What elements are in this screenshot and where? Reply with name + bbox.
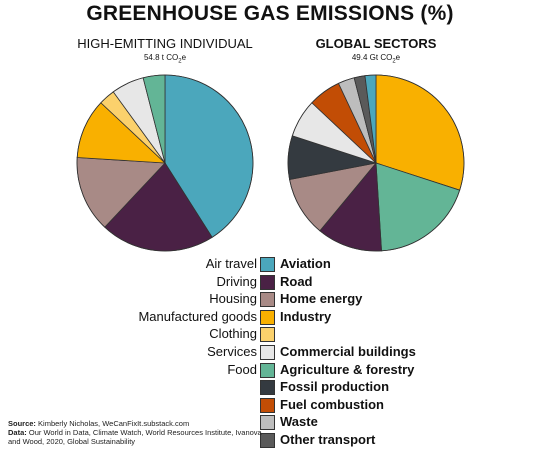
legend-swatch-fuel-combustion — [260, 397, 275, 413]
legend-left-label-driving: Driving — [216, 273, 257, 289]
legend-left-label-food: Food — [227, 361, 257, 377]
legend-left-label-housing: Housing — [209, 291, 257, 307]
legend-right-label-other-transport: Other transport — [280, 432, 376, 447]
legend-swatch-home-energy — [260, 292, 275, 308]
legend-left-label-services: Services — [207, 344, 257, 359]
legend-swatch-aviation — [260, 257, 275, 272]
left-pie-title: HIGH-EMITTING INDIVIDUAL — [77, 36, 253, 51]
global-outline — [287, 74, 465, 252]
legend-right-label-industry: Industry — [280, 308, 332, 324]
legend-right-label-fuel-combustion: Fuel combustion — [280, 396, 384, 412]
data-text: Our World in Data, Climate Watch, World … — [8, 428, 262, 446]
left-pie-unit: 54.8 t CO2e — [45, 53, 285, 65]
data-label: Data: — [8, 428, 27, 437]
legend-right-label-commercial-buildings: Commercial buildings — [280, 344, 416, 359]
right-pie-title: GLOBAL SECTORS — [315, 36, 437, 51]
legend-swatch-road — [260, 274, 275, 290]
legend-right-label-waste: Waste — [280, 414, 318, 430]
legend-right-label-agriculture-and-forestry: Agriculture & forestry — [280, 361, 415, 377]
legend-left-label-manufactured-goods: Manufactured goods — [138, 308, 257, 324]
legend-swatch-commercial-buildings — [260, 345, 275, 360]
right-pie-unit: 49.4 Gt CO2e — [256, 53, 496, 65]
source-note: Source: Kimberly Nicholas, WeCanFixIt.su… — [8, 419, 263, 446]
chart-title: GREENHOUSE GAS EMISSIONS (%) — [86, 2, 454, 25]
legend-right-label-home-energy: Home energy — [280, 291, 363, 307]
legend-left-label-air-travel: Air travel — [205, 256, 257, 271]
high-emitting-individual-pie — [76, 74, 254, 252]
legend-right-label-aviation: Aviation — [280, 256, 331, 271]
right-pie-unit-tail: e — [395, 53, 401, 62]
global-sectors-pie — [287, 74, 465, 252]
individual-outline — [76, 74, 254, 252]
source-text: Kimberly Nicholas, WeCanFixIt.substack.c… — [38, 419, 190, 428]
left-pie-unit-text: 54.8 t CO — [143, 53, 179, 62]
legend-right-label-road: Road — [280, 273, 313, 289]
legend-swatch-fossil-production — [260, 380, 275, 396]
right-pie-unit-sub: 2 — [392, 58, 396, 65]
left-pie-unit-sub: 2 — [178, 58, 182, 65]
legend-right-label-fossil-production: Fossil production — [280, 379, 390, 395]
left-pie-unit-tail: e — [181, 53, 187, 62]
legend-swatch-other-transport — [260, 433, 275, 448]
source-label: Source: — [8, 419, 36, 428]
legend-swatch-agriculture-and-forestry — [260, 362, 275, 378]
legend-swatch-industry — [260, 309, 275, 325]
legend-left-label-clothing: Clothing — [209, 326, 257, 342]
legend-swatch-clothing — [260, 327, 275, 343]
legend-swatch-waste — [260, 415, 275, 431]
right-pie-unit-text: 49.4 Gt CO — [351, 53, 393, 62]
